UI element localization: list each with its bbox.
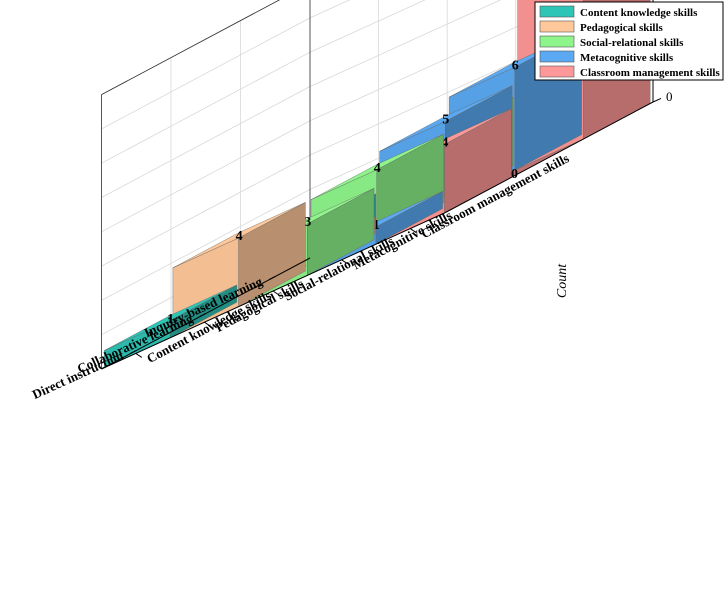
y-tick-mark [204, 321, 211, 327]
z-tick-label: 0 [666, 89, 673, 104]
bar-value-label: 3 [304, 215, 311, 230]
bar-value-label: 4 [441, 136, 448, 151]
bar-value-label: 5 [442, 113, 449, 128]
legend-label: Metacognitive skills [580, 52, 674, 64]
bar-top-face [310, 134, 444, 200]
bar-top-face [172, 202, 306, 268]
legend-label: Social-relational skills [580, 37, 684, 49]
bar: 4 [172, 202, 306, 337]
bar-value-label: 1 [167, 312, 174, 327]
bar-value-label: 0 [511, 167, 518, 182]
wall-grid-line [101, 154, 311, 267]
legend-swatch [539, 65, 575, 78]
wall-grid-line [101, 189, 311, 301]
y-tick-mark [135, 352, 143, 358]
bar-top-face [104, 284, 237, 351]
wall-grid-line [309, 0, 577, 122]
legend-swatch [539, 5, 575, 18]
legend: Content knowledge skills Pedagogical skil… [534, 1, 724, 81]
axis-box-edge [101, 0, 281, 95]
x-tick-mark [130, 350, 137, 354]
axis-line [444, 101, 654, 214]
wall-grid-line [101, 120, 311, 233]
legend-label: Pedagogical skills [580, 22, 664, 34]
z-tick-mark [652, 97, 662, 103]
y-tick-mark [341, 259, 348, 265]
y-tick-mark [409, 228, 417, 234]
bar-value-label: 4 [236, 229, 243, 244]
x-tick-mark [269, 276, 276, 280]
wall-grid-line [101, 86, 311, 198]
wall-grid-line [101, 17, 311, 130]
bar: 1 [104, 284, 238, 368]
legend-swatch [539, 20, 575, 33]
bar-value-label: 6 [512, 58, 519, 73]
legend-label: Content knowledge skills [580, 7, 698, 19]
legend-swatch [539, 50, 575, 63]
z-tick-label: 6 [666, 0, 673, 1]
wall-grid-line [101, 0, 281, 95]
bar-value-label: 4 [374, 161, 381, 176]
y-tick-mark [272, 290, 280, 296]
bar-value-label: 1 [373, 218, 380, 233]
wall-grid-line [309, 0, 502, 87]
wall-grid-line [309, 0, 426, 53]
bar-top-face [379, 85, 513, 152]
legend-swatch [539, 35, 575, 48]
legend-label: Classroom management skills [580, 67, 720, 79]
x-tick-mark [199, 313, 206, 317]
x-category-label: Direct instruction [30, 347, 126, 402]
z-axis-label: Count [555, 263, 570, 298]
wall-grid-line [101, 51, 311, 164]
